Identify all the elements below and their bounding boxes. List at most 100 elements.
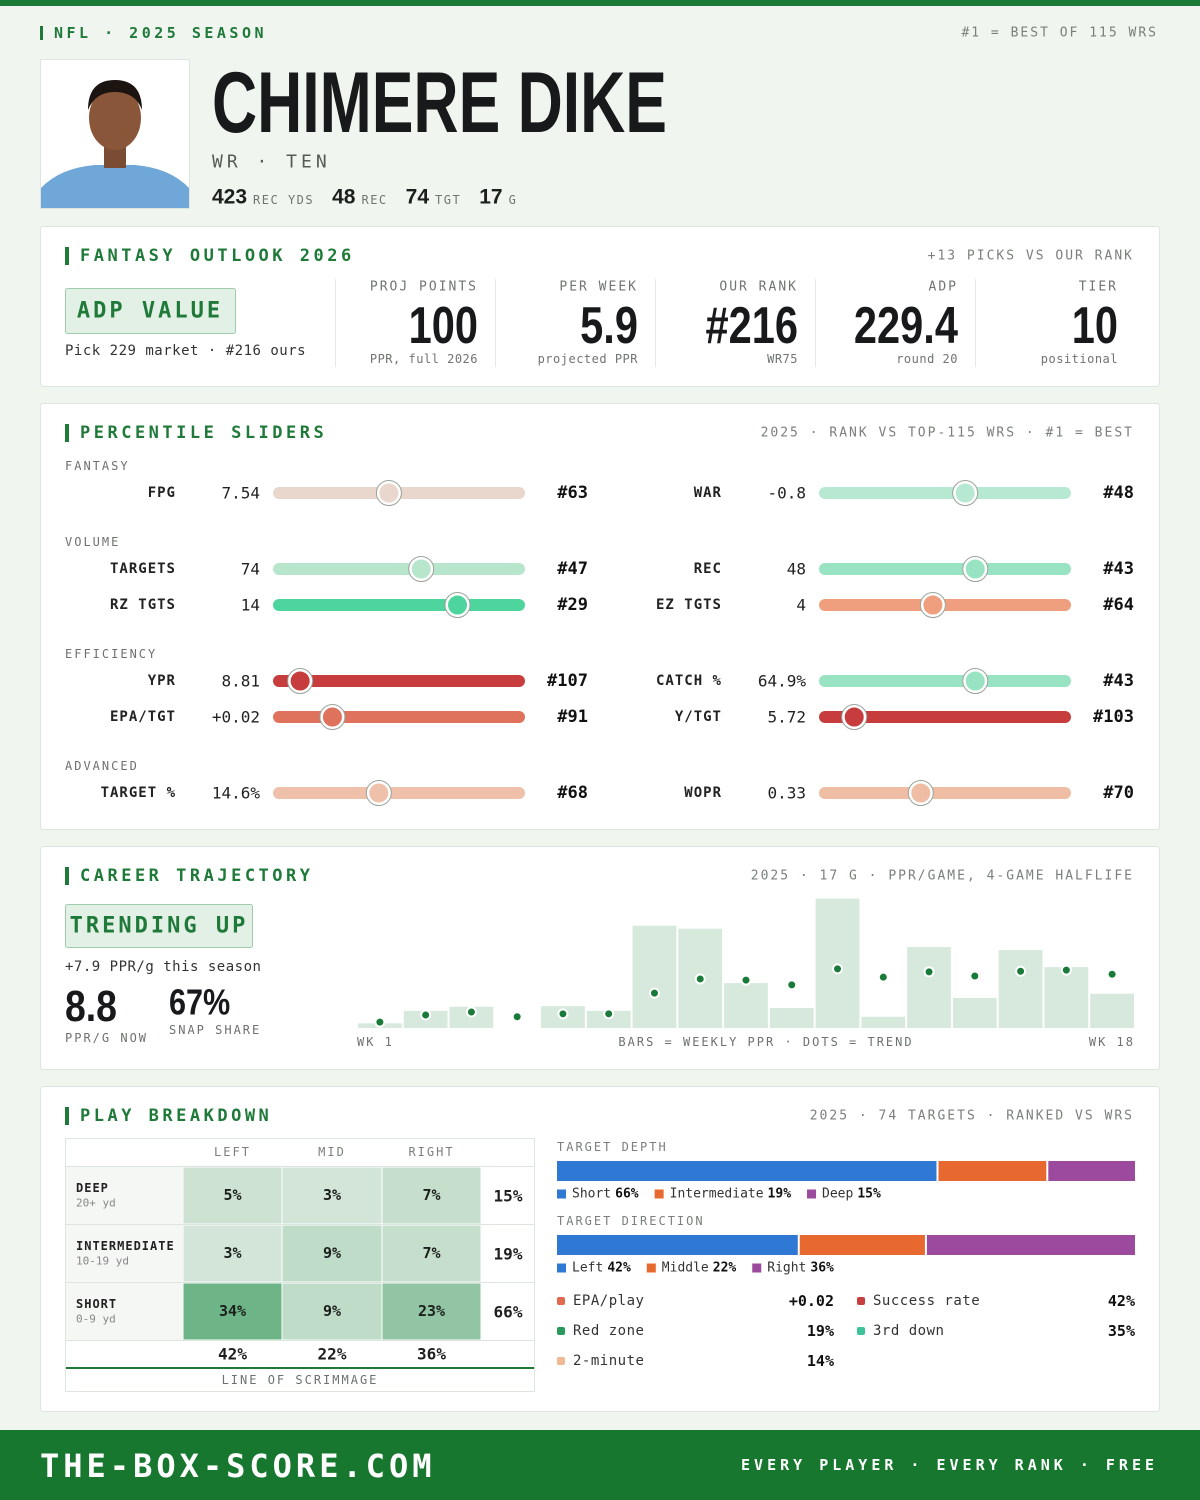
slider-knob	[962, 668, 988, 694]
legend-swatch	[646, 1263, 656, 1273]
slider-knob	[376, 480, 402, 506]
legend-value: 15%	[857, 1187, 881, 1202]
knob-ring	[287, 668, 314, 694]
section-title: CAREER TRAJECTORY	[80, 866, 314, 886]
metric-sub: WR75	[767, 352, 798, 366]
trend-dot	[694, 973, 706, 985]
legend-swatch	[654, 1189, 664, 1199]
slider-label: RZ TGTS	[110, 597, 176, 613]
slider-rank: #43	[1103, 559, 1134, 579]
bar	[724, 983, 768, 1028]
big-stat: 67%	[169, 983, 230, 1023]
section-title: PERCENTILE SLIDERS	[80, 423, 327, 443]
stack-segment	[938, 1161, 1047, 1181]
slider-value: 48	[787, 560, 806, 579]
stat-value: 19%	[807, 1322, 834, 1340]
slider-rank: #29	[557, 595, 588, 615]
stat-value: 14%	[807, 1352, 834, 1370]
col-head: LEFT	[214, 1145, 251, 1159]
slider-track	[819, 787, 1071, 799]
legend-value: 42%	[607, 1261, 631, 1276]
heat-cell	[382, 1167, 481, 1224]
table-footer: LINE OF SCRIMMAGE	[222, 1373, 379, 1387]
slider-label: YPR	[148, 673, 176, 689]
slider-label: CATCH %	[656, 673, 722, 689]
trend-dot	[374, 1016, 386, 1028]
slider-track	[819, 563, 1071, 575]
heat-cell	[382, 1225, 481, 1282]
cell-label: 34%	[219, 1302, 246, 1320]
slider-knob	[952, 480, 978, 506]
trend-dot	[740, 974, 752, 986]
heat-cell	[183, 1225, 282, 1282]
knob-ring	[319, 704, 346, 730]
slider-value: 8.81	[221, 672, 260, 691]
metric-label: PER WEEK	[559, 280, 638, 295]
stat-name: 3rd down	[873, 1323, 944, 1339]
legend-swatch	[557, 1263, 566, 1273]
metric-value: 100	[409, 296, 478, 355]
trend-dot	[923, 966, 935, 978]
heat-cell	[282, 1167, 382, 1224]
row-total: 15%	[494, 1187, 523, 1206]
stat-name: Red zone	[573, 1323, 644, 1339]
heat-cell	[183, 1283, 282, 1340]
metric-value: 229.4	[854, 296, 958, 355]
legend-name: Deep	[822, 1187, 853, 1202]
group-label: FANTASY	[65, 459, 130, 473]
slider-label: TARGETS	[110, 561, 176, 577]
tagline: EVERY PLAYER · EVERY RANK · FREE	[741, 1456, 1158, 1474]
slider-track	[273, 711, 525, 723]
knob-ring	[375, 480, 402, 506]
metric-label: PROJ POINTS	[370, 280, 478, 295]
legend-value: 66%	[615, 1187, 639, 1202]
cell-label: 9%	[323, 1244, 341, 1262]
card	[40, 226, 1160, 387]
knob-ring	[365, 780, 392, 806]
slider-knob	[962, 556, 988, 582]
bar	[769, 1007, 814, 1028]
slider-track	[819, 675, 1071, 687]
legend-value: 22%	[713, 1261, 737, 1276]
trend-dot	[1106, 968, 1118, 980]
row-total: 19%	[494, 1245, 523, 1264]
row-sub: 10-19 yd	[76, 1255, 129, 1268]
bar	[1090, 993, 1134, 1028]
metric-sub: positional	[1041, 352, 1118, 366]
trend-dot	[832, 963, 844, 975]
slider-rank: #63	[557, 483, 588, 503]
legend-name: Right	[767, 1261, 806, 1276]
league: NFL · 2025 SEASON	[54, 24, 267, 42]
slider-rank: #91	[557, 707, 588, 727]
slider-label: TARGET %	[101, 785, 176, 801]
slider-value: 14	[241, 596, 260, 615]
legend-swatch	[557, 1189, 566, 1199]
scrimmage-line	[66, 1367, 534, 1369]
slider-knob	[319, 704, 345, 730]
x-end: WK 18	[1089, 1035, 1135, 1049]
photo-shoulders	[41, 165, 189, 208]
trend-dot	[603, 1008, 615, 1020]
badge: ADP VALUE	[77, 299, 223, 324]
stat-value: 74	[406, 186, 430, 209]
slider-label: FPG	[148, 485, 176, 501]
trend-dot	[465, 1006, 477, 1018]
slider-value: 4	[796, 596, 806, 615]
metric-value: #216	[705, 296, 798, 355]
row-sub: 20+ yd	[76, 1197, 116, 1210]
big-stat-label: PPR/G NOW	[65, 1031, 148, 1045]
top-rule	[0, 0, 1200, 6]
metric-label: OUR RANK	[719, 280, 798, 295]
stat-dot	[857, 1327, 865, 1335]
slider-value: 64.9%	[758, 672, 807, 691]
slider-track	[273, 675, 525, 687]
knob-ring	[907, 780, 934, 806]
stack-segment	[1048, 1161, 1135, 1181]
stat-dot	[557, 1327, 565, 1335]
trend-dot	[786, 979, 798, 991]
trend-dot	[1015, 965, 1027, 977]
stat-label: G	[509, 193, 518, 207]
slider-label: Y/TGT	[675, 709, 722, 725]
cell-label: 7%	[422, 1244, 440, 1262]
badge-box	[65, 288, 236, 334]
